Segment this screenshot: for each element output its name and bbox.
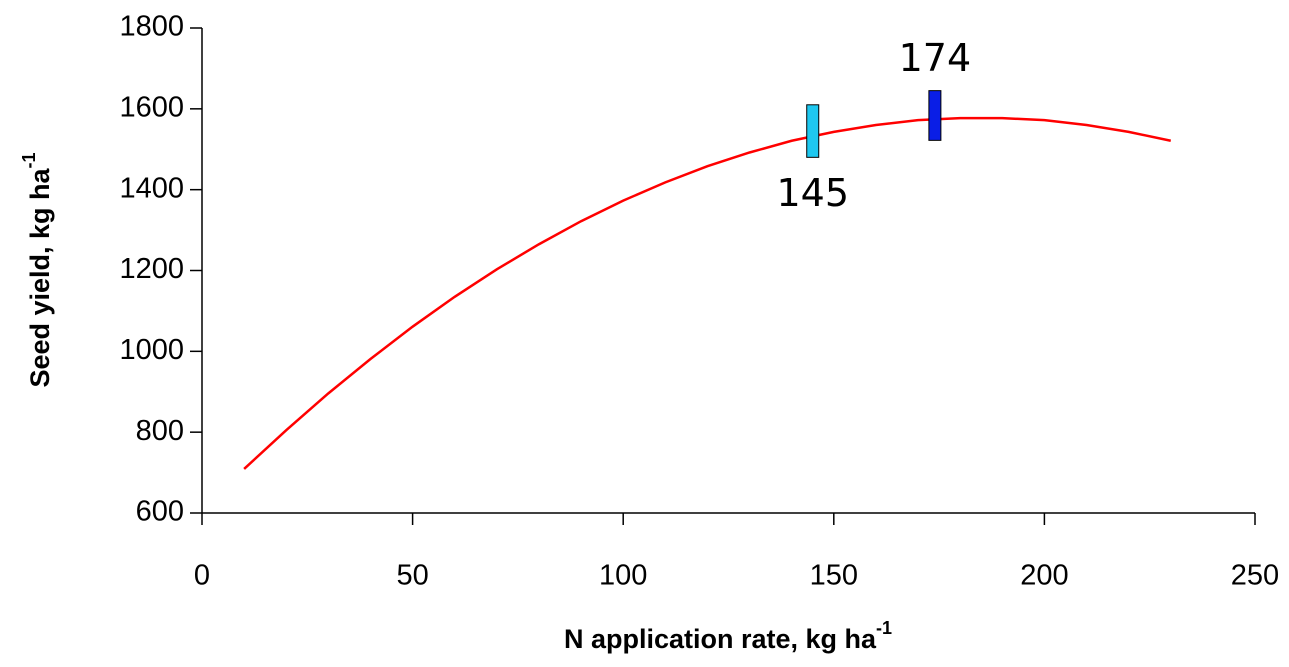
marker-label: 174 — [899, 36, 972, 80]
y-tick-label: 1600 — [119, 91, 184, 123]
x-tick-label: 200 — [1020, 560, 1068, 592]
y-tick-label: 1800 — [119, 11, 184, 43]
y-tick-label: 1400 — [119, 172, 184, 204]
x-tick-label: 0 — [194, 560, 210, 592]
x-tick-label: 250 — [1231, 560, 1279, 592]
x-axis-title-sup: -1 — [876, 618, 892, 638]
marker-bar — [928, 90, 942, 141]
x-tick-label: 100 — [599, 560, 647, 592]
x-tick-label: 150 — [810, 560, 858, 592]
x-axis-title: N application rate, kg ha-1 — [564, 618, 892, 654]
y-axis-title-text: Seed yield, kg ha — [25, 167, 55, 387]
x-tick-label: 50 — [396, 560, 428, 592]
y-axis-title-sup: -1 — [19, 152, 39, 168]
line-series — [243, 116, 1172, 470]
y-tick-label: 1200 — [119, 253, 184, 285]
marker-label: 145 — [776, 171, 849, 215]
marker-bar — [806, 104, 820, 158]
y-tick-label: 800 — [136, 415, 184, 447]
y-axis-title: Seed yield, kg ha-1 — [19, 152, 55, 387]
y-tick-label: 600 — [136, 496, 184, 528]
y-tick-label: 1000 — [119, 334, 184, 366]
x-axis-title-text: N application rate, kg ha — [564, 624, 877, 654]
